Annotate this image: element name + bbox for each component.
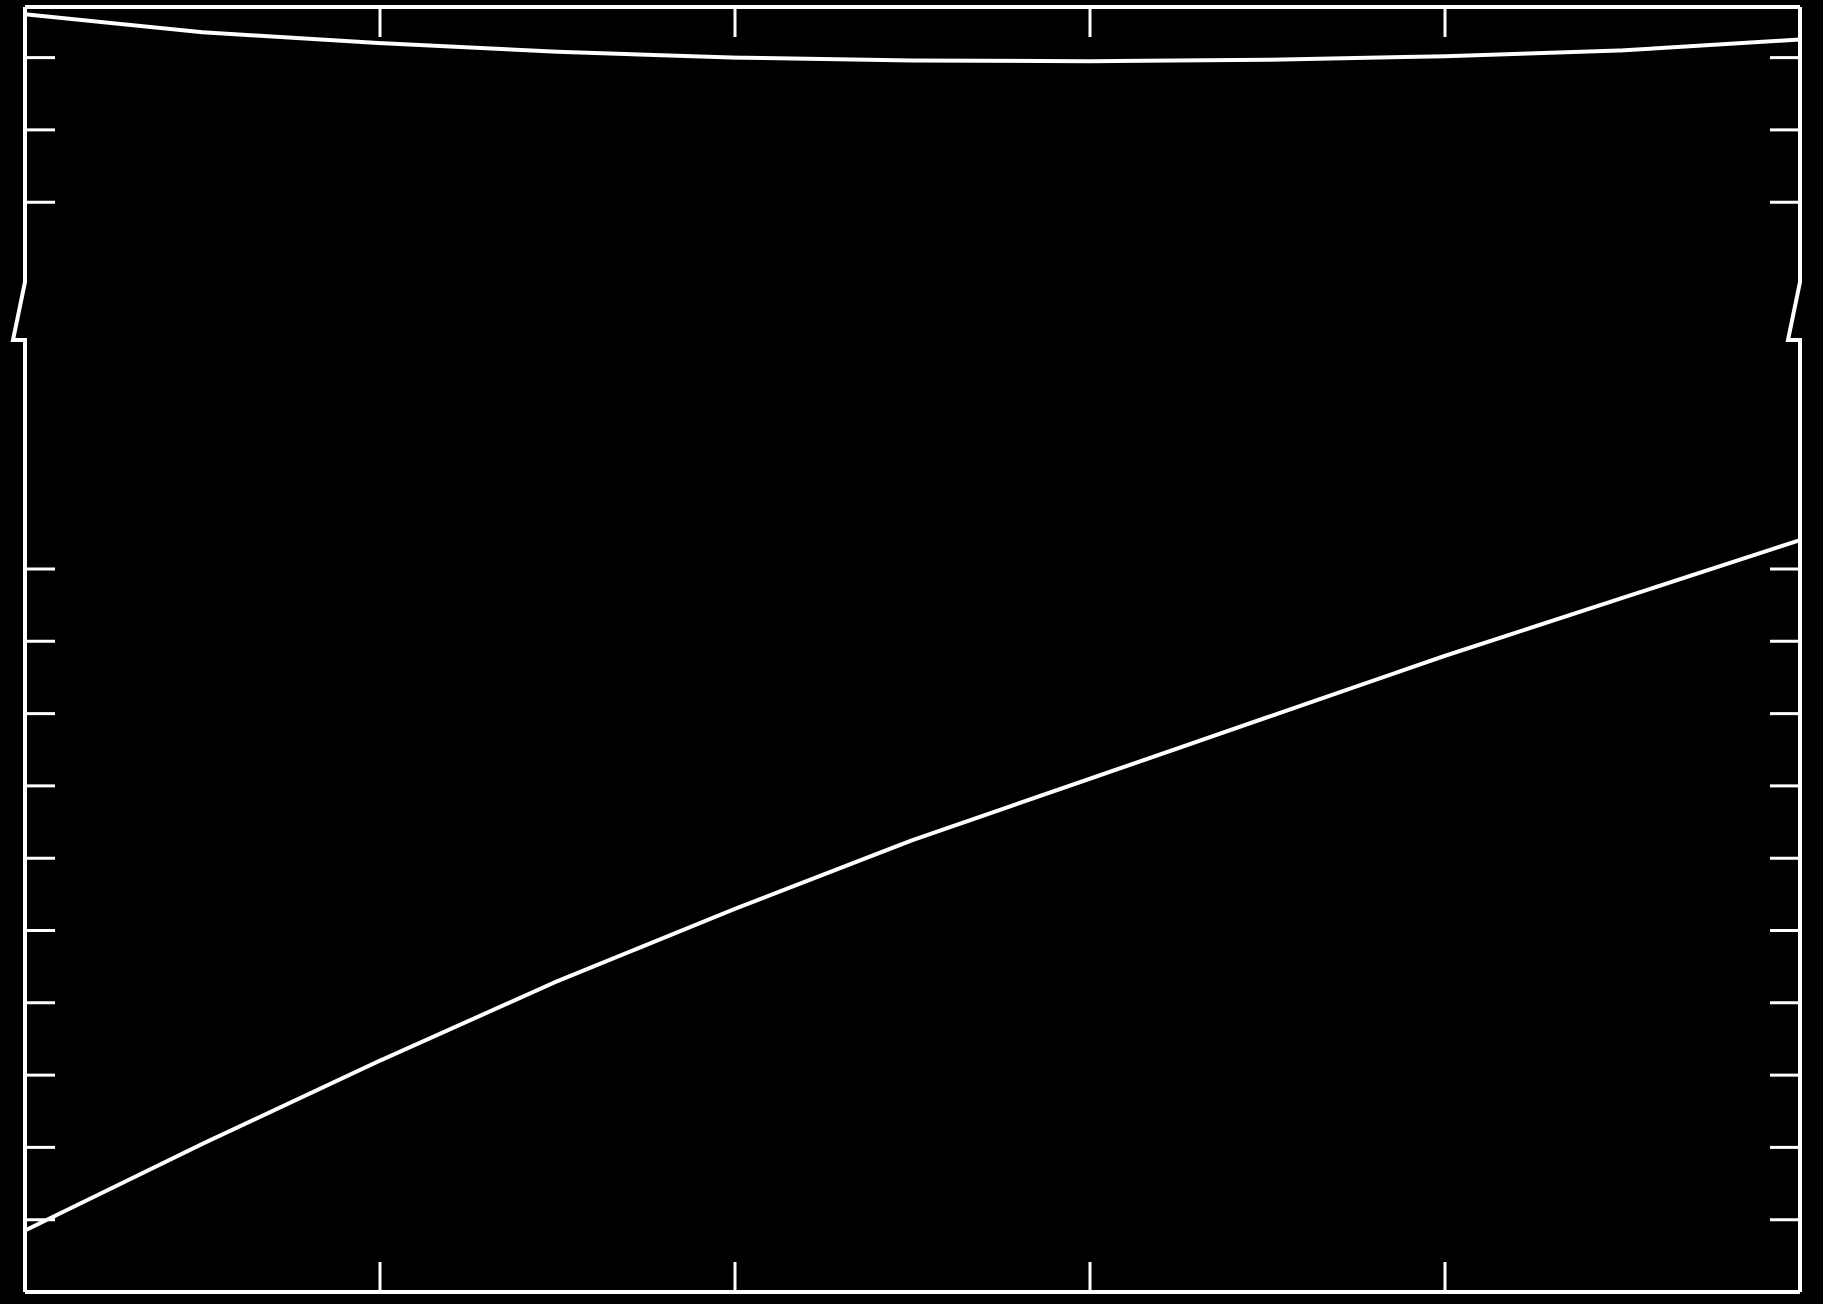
series-line-0	[24, 12, 1801, 64]
plot-border-left	[10, 7, 27, 1292]
series-layer	[24, 12, 1801, 1233]
ticks-layer	[25, 7, 1800, 1292]
frame-layer	[10, 5, 1802, 1294]
series-line-1	[24, 538, 1801, 1233]
plot-border-right	[1785, 7, 1802, 1292]
